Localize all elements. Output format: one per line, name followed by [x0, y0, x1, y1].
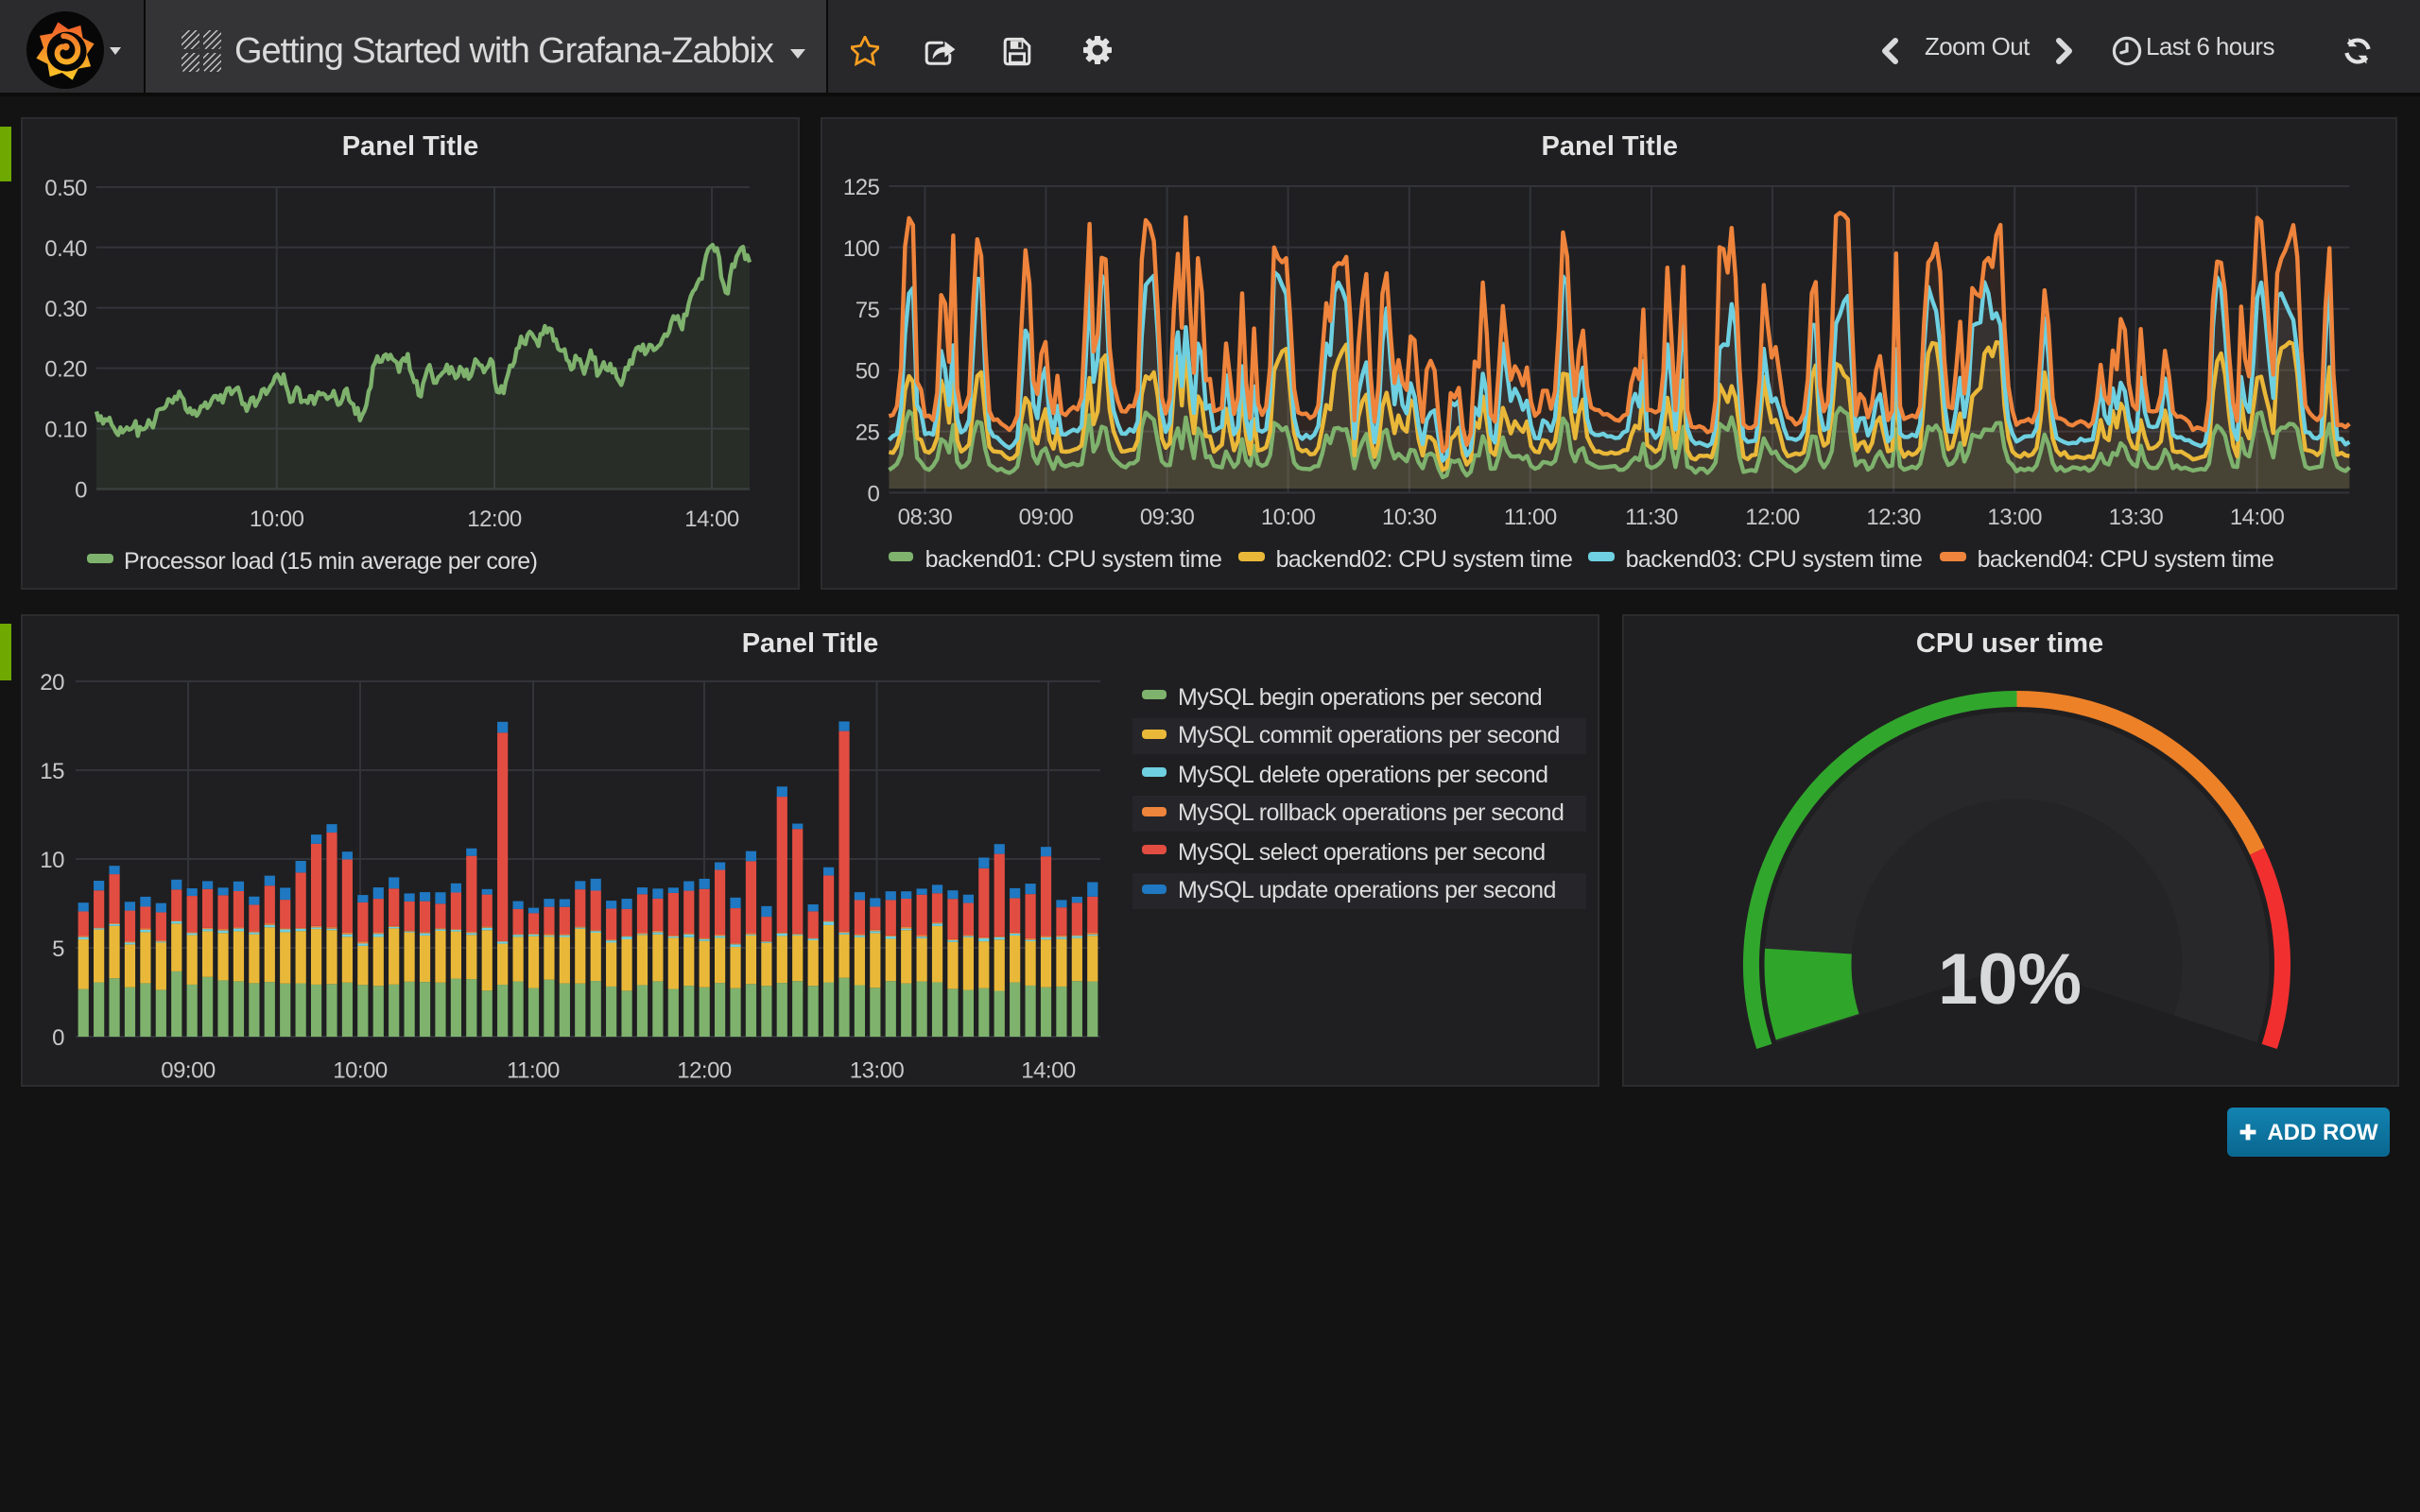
svg-text:25: 25 — [856, 420, 880, 445]
svg-text:0.20: 0.20 — [44, 356, 87, 382]
svg-text:5: 5 — [52, 936, 64, 962]
svg-text:10: 10 — [40, 848, 64, 873]
svg-text:13:00: 13:00 — [850, 1058, 905, 1083]
svg-text:12:00: 12:00 — [1746, 504, 1801, 529]
svg-text:08:30: 08:30 — [898, 504, 953, 529]
svg-text:10:30: 10:30 — [1383, 504, 1438, 529]
svg-text:13:30: 13:30 — [2109, 504, 2164, 529]
svg-text:11:00: 11:00 — [1505, 504, 1558, 529]
svg-text:15: 15 — [40, 759, 64, 784]
svg-text:0.30: 0.30 — [44, 296, 87, 321]
svg-text:75: 75 — [856, 297, 880, 322]
svg-text:11:30: 11:30 — [1626, 504, 1679, 529]
svg-text:125: 125 — [843, 174, 880, 199]
svg-text:13:00: 13:00 — [1988, 504, 2043, 529]
svg-text:14:00: 14:00 — [2230, 504, 2285, 529]
svg-text:10:00: 10:00 — [1261, 504, 1316, 529]
svg-text:12:00: 12:00 — [677, 1058, 732, 1083]
svg-text:09:30: 09:30 — [1140, 504, 1195, 529]
svg-text:12:30: 12:30 — [1867, 504, 1922, 529]
svg-text:50: 50 — [856, 358, 880, 384]
svg-text:12:00: 12:00 — [467, 506, 522, 531]
svg-text:10:00: 10:00 — [250, 506, 304, 531]
svg-text:0.40: 0.40 — [44, 235, 87, 261]
svg-text:14:00: 14:00 — [684, 506, 739, 531]
svg-text:0: 0 — [75, 476, 87, 502]
svg-text:20: 20 — [40, 670, 64, 696]
svg-text:09:00: 09:00 — [161, 1058, 216, 1083]
svg-text:11:00: 11:00 — [507, 1058, 560, 1083]
svg-text:09:00: 09:00 — [1019, 504, 1074, 529]
svg-text:100: 100 — [843, 235, 880, 261]
svg-text:0.10: 0.10 — [44, 417, 87, 442]
svg-text:0: 0 — [868, 480, 880, 506]
svg-text:0: 0 — [52, 1025, 64, 1051]
svg-text:14:00: 14:00 — [1021, 1058, 1076, 1083]
svg-text:0.50: 0.50 — [44, 175, 87, 200]
svg-text:10:00: 10:00 — [333, 1058, 388, 1083]
